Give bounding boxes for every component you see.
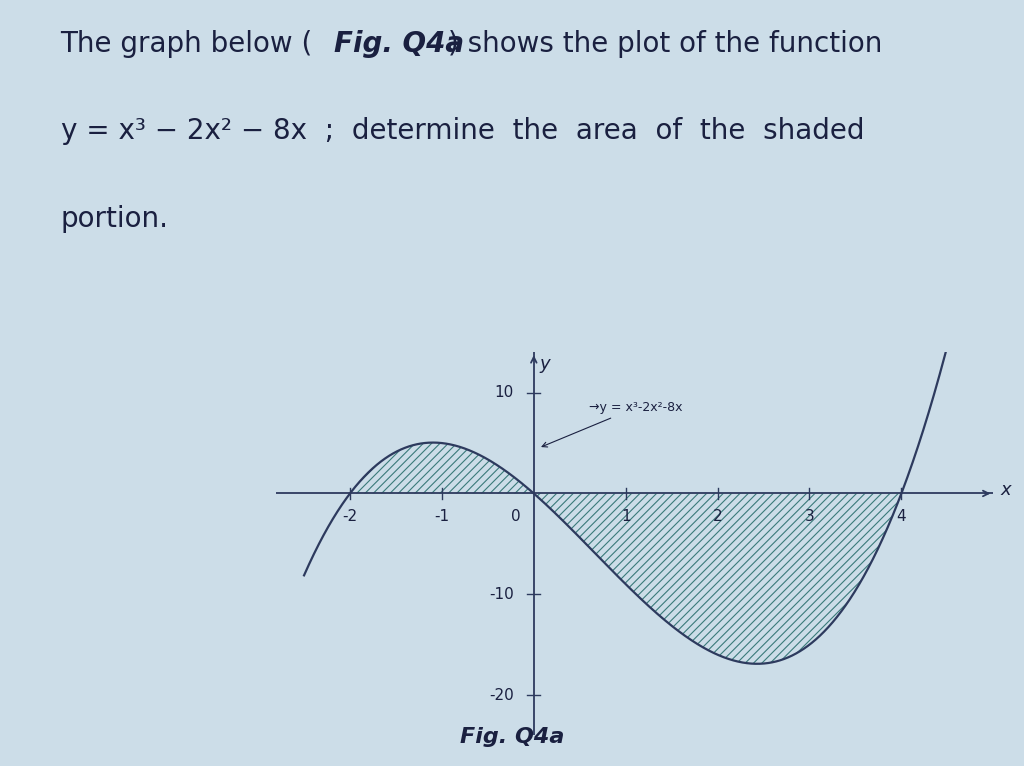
Text: Fig. Q4a: Fig. Q4a	[460, 727, 564, 747]
Text: y = x³ − 2x² − 8x  ;  determine  the  area  of  the  shaded: y = x³ − 2x² − 8x ; determine the area o…	[60, 117, 864, 146]
Text: -20: -20	[488, 688, 514, 702]
Text: 3: 3	[805, 509, 814, 524]
Text: 10: 10	[495, 385, 514, 400]
Text: -2: -2	[342, 509, 357, 524]
Text: Fig. Q4a: Fig. Q4a	[334, 30, 464, 58]
Text: y: y	[540, 355, 550, 373]
Text: 1: 1	[621, 509, 631, 524]
Text: →y = x³-2x²-8x: →y = x³-2x²-8x	[542, 401, 682, 447]
Text: 0: 0	[511, 509, 520, 524]
Text: 2: 2	[713, 509, 722, 524]
Text: portion.: portion.	[60, 205, 169, 233]
Text: ) shows the plot of the function: ) shows the plot of the function	[447, 30, 883, 58]
Text: -1: -1	[434, 509, 450, 524]
Text: 4: 4	[897, 509, 906, 524]
Text: x: x	[1000, 482, 1012, 499]
Text: -10: -10	[488, 587, 514, 602]
Text: The graph below (: The graph below (	[60, 30, 312, 58]
